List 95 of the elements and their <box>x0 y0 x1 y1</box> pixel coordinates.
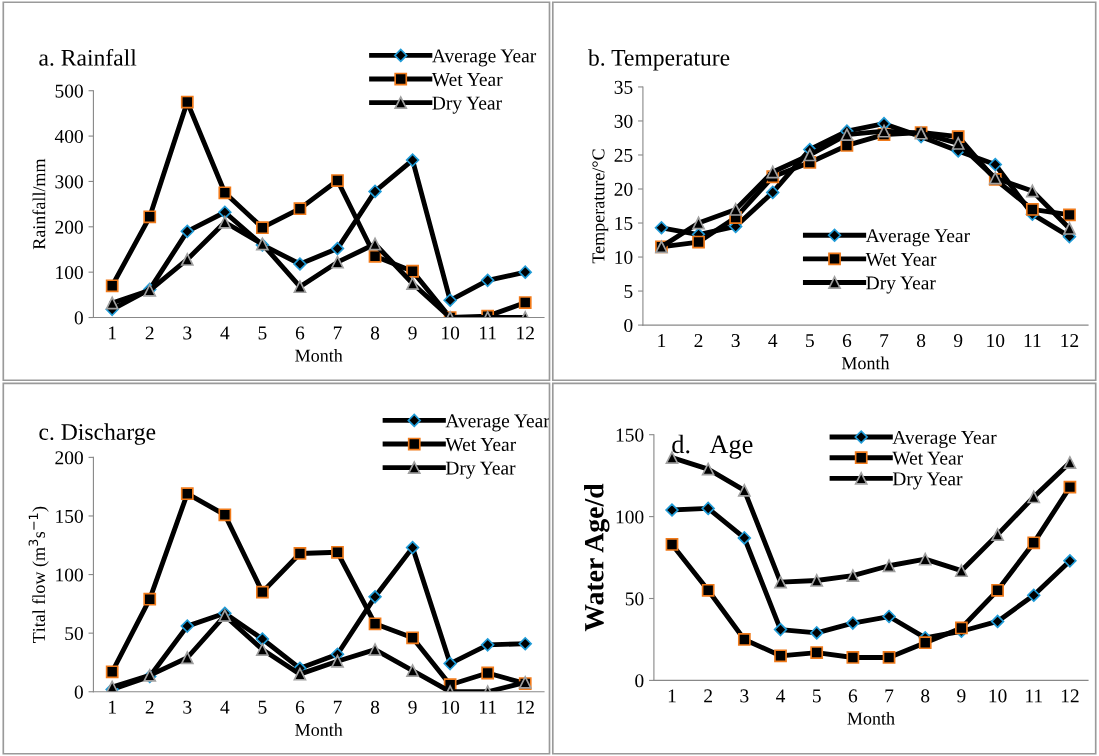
x-tick-label: 4 <box>220 326 230 340</box>
y-tick-label: 400 <box>54 129 83 144</box>
x-tick-label: 8 <box>370 700 380 714</box>
y-tick-label: 200 <box>55 220 83 234</box>
x-tick-label: 5 <box>258 326 267 340</box>
legend-label: Dry Year <box>432 96 502 114</box>
x-tick-label: 6 <box>848 689 858 703</box>
x-tick-label: 2 <box>145 700 154 714</box>
x-tick-label: 2 <box>704 689 712 703</box>
x-axis-title: Month <box>847 711 895 725</box>
y-tick-label: 30 <box>614 114 633 128</box>
y-tick-label: 200 <box>55 451 83 465</box>
y-tick-label: 20 <box>614 182 633 196</box>
legend-label: Average Year <box>865 229 970 247</box>
x-tick-label: 5 <box>258 700 267 714</box>
x-axis-title: Month <box>295 723 343 736</box>
legend-label: Wet Year <box>431 73 503 87</box>
x-tick-label: 10 <box>442 326 460 340</box>
x-tick-label: 6 <box>295 326 305 340</box>
x-axis-title: Month <box>841 356 890 370</box>
x-tick-label: 4 <box>768 334 778 347</box>
legend-label: Average Year <box>892 430 997 448</box>
y-axis-title: Water Age/d <box>584 483 610 632</box>
x-tick-label: 4 <box>220 700 230 714</box>
x-tick-label: 9 <box>957 689 966 703</box>
legend-label: Wet Year <box>865 252 937 266</box>
y-tick-label: 100 <box>56 265 83 280</box>
y-axis-title: Temperature/°C <box>592 149 609 264</box>
y-tick-label: 0 <box>74 685 83 699</box>
x-tick-label: 8 <box>921 689 930 703</box>
y-tick-label: 35 <box>614 80 633 94</box>
x-tick-label: 9 <box>408 700 417 714</box>
chart-title: b. Temperature <box>587 49 730 71</box>
x-tick-label: 1 <box>668 689 676 703</box>
y-tick-label: 150 <box>616 428 644 442</box>
x-tick-label: 10 <box>442 700 460 714</box>
x-tick-label: 3 <box>740 689 749 703</box>
y-tick-label: 0 <box>624 318 633 333</box>
legend-label: Dry Year <box>866 276 936 294</box>
x-tick-label: 2 <box>694 334 703 347</box>
x-tick-label: 11 <box>480 326 496 340</box>
x-tick-label: 11 <box>1026 689 1042 703</box>
x-tick-label: 8 <box>370 326 380 340</box>
x-tick-label: 12 <box>1061 689 1079 703</box>
chart-title: d. Age <box>672 434 753 459</box>
x-tick-label: 10 <box>987 333 1005 348</box>
y-tick-label: 25 <box>614 148 633 162</box>
x-tick-label: 4 <box>776 689 786 703</box>
legend-label: Wet Year <box>892 451 963 465</box>
y-tick-label: 50 <box>65 626 83 641</box>
x-tick-label: 5 <box>812 689 821 703</box>
legend-label: Average Year <box>432 49 537 67</box>
x-tick-label: 12 <box>517 326 534 340</box>
x-tick-label: 5 <box>806 334 814 348</box>
x-tick-label: 3 <box>183 700 192 714</box>
x-tick-label: 11 <box>480 700 496 714</box>
y-tick-label: 100 <box>616 510 644 524</box>
legend-label: Wet Year <box>445 438 516 452</box>
x-tick-label: 9 <box>408 326 417 340</box>
x-tick-label: 12 <box>1061 334 1079 347</box>
y-tick-label: 0 <box>74 311 83 325</box>
x-tick-label: 7 <box>880 334 889 347</box>
y-tick-label: 5 <box>624 285 633 298</box>
y-tick-label: 500 <box>55 84 83 98</box>
x-tick-label: 3 <box>183 326 192 340</box>
x-tick-label: 12 <box>517 700 534 714</box>
x-tick-label: 3 <box>731 334 740 348</box>
x-tick-label: 7 <box>885 689 894 703</box>
chart-title: c. Discharge <box>39 423 156 445</box>
x-tick-label: 11 <box>1024 334 1041 347</box>
y-axis-title: Tital flow (m$^{3}$s$^{−1}$) <box>28 506 49 643</box>
chart-title: a. Rainfall <box>39 48 137 66</box>
x-tick-label: 10 <box>989 689 1007 703</box>
y-tick-label: 0 <box>635 674 644 688</box>
x-tick-label: 1 <box>109 326 116 340</box>
y-tick-label: 150 <box>56 509 83 523</box>
x-tick-label: 1 <box>658 334 666 347</box>
legend-label: Average Year <box>445 414 550 432</box>
x-tick-label: 8 <box>916 333 926 348</box>
y-axis-title: Rainfall/mm <box>32 158 46 250</box>
x-tick-label: 1 <box>109 700 116 714</box>
x-tick-label: 2 <box>145 326 154 340</box>
x-tick-label: 6 <box>295 700 305 714</box>
y-tick-label: 10 <box>615 250 633 264</box>
legend-label: Dry Year <box>445 461 516 479</box>
y-tick-label: 15 <box>615 216 633 230</box>
y-tick-label: 300 <box>55 175 83 189</box>
x-tick-label: 9 <box>953 334 963 348</box>
y-tick-label: 100 <box>56 568 83 582</box>
legend-label: Dry Year <box>892 472 963 490</box>
x-axis-title: Month <box>295 349 343 362</box>
x-tick-label: 6 <box>842 334 852 348</box>
x-tick-label: 7 <box>333 326 342 340</box>
y-tick-label: 50 <box>625 592 644 606</box>
x-tick-label: 7 <box>333 700 342 714</box>
